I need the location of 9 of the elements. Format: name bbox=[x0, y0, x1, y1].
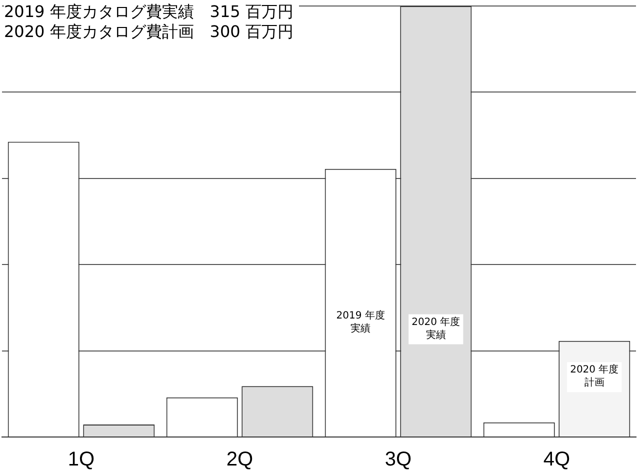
annotation: 2019 年度実績 bbox=[336, 309, 385, 334]
x-tick-label: 1Q bbox=[68, 448, 95, 471]
x-tick-label: 3Q bbox=[384, 448, 412, 471]
x-tick-label: 4Q bbox=[543, 448, 570, 471]
annotation: 2020 年度実績 bbox=[412, 316, 460, 341]
chart-title: 2019 年度カタログ費実績 315 百万円 bbox=[4, 2, 294, 22]
text: 2020 年度カタログ費計画 300 百万円 bbox=[4, 22, 294, 42]
annotation: 2020 年度計画 bbox=[570, 364, 619, 389]
x-tick-label: 2Q bbox=[226, 448, 254, 471]
